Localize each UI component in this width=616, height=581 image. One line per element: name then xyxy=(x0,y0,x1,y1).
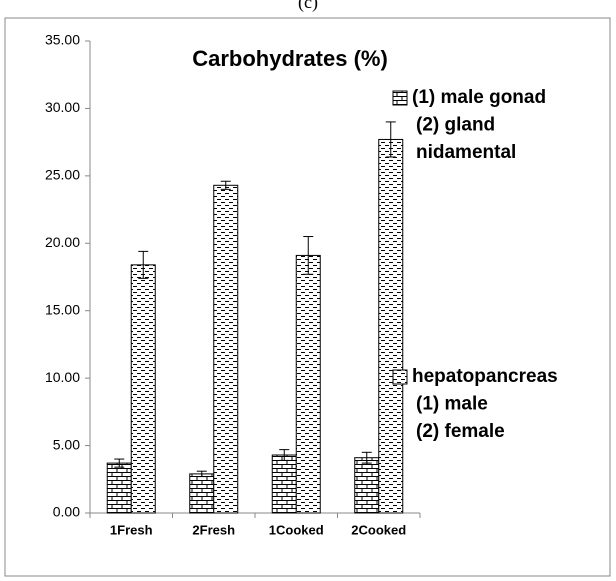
error-bar xyxy=(138,250,149,279)
x-tick-label: 1Cooked xyxy=(269,522,324,537)
bar xyxy=(106,462,132,514)
x-tick-label: 2Fresh xyxy=(192,522,235,537)
bar xyxy=(378,138,404,514)
legend-label: (1) male xyxy=(416,394,488,415)
legend-label: (1) male gonad xyxy=(412,87,546,108)
error-bar xyxy=(220,180,231,190)
legend-label: (2) female xyxy=(416,421,505,442)
bar xyxy=(295,254,321,514)
legend-label: (2) gland xyxy=(416,115,495,136)
y-tick-label: 30.00 xyxy=(45,99,80,115)
bar xyxy=(271,454,297,514)
x-tick-label: 1Fresh xyxy=(110,522,153,537)
y-tick-label: 5.00 xyxy=(53,436,80,452)
error-bar xyxy=(361,451,372,464)
error-bar xyxy=(385,121,396,158)
panel-label: (c) xyxy=(298,0,318,13)
bar xyxy=(189,473,215,514)
error-bar xyxy=(196,470,207,478)
bar xyxy=(354,457,380,514)
y-tick-label: 35.00 xyxy=(45,32,80,48)
y-tick-label: 15.00 xyxy=(45,301,80,317)
error-bar xyxy=(303,236,314,275)
bar xyxy=(130,264,156,514)
legend-swatch xyxy=(392,369,408,385)
legend-swatch xyxy=(392,90,408,106)
chart-title: Carbohydrates (%) xyxy=(192,46,388,71)
y-tick-label: 10.00 xyxy=(45,369,80,385)
chart-border xyxy=(4,17,611,577)
y-tick-label: 0.00 xyxy=(53,504,80,520)
error-bar xyxy=(114,458,125,468)
legend-label: hepatopancreas xyxy=(412,366,558,387)
legend-label: nidamental xyxy=(416,142,516,163)
bar xyxy=(213,184,239,514)
y-tick-label: 20.00 xyxy=(45,234,80,250)
x-tick-label: 2Cooked xyxy=(351,522,406,537)
error-bar xyxy=(279,449,290,461)
y-tick-label: 25.00 xyxy=(45,167,80,183)
